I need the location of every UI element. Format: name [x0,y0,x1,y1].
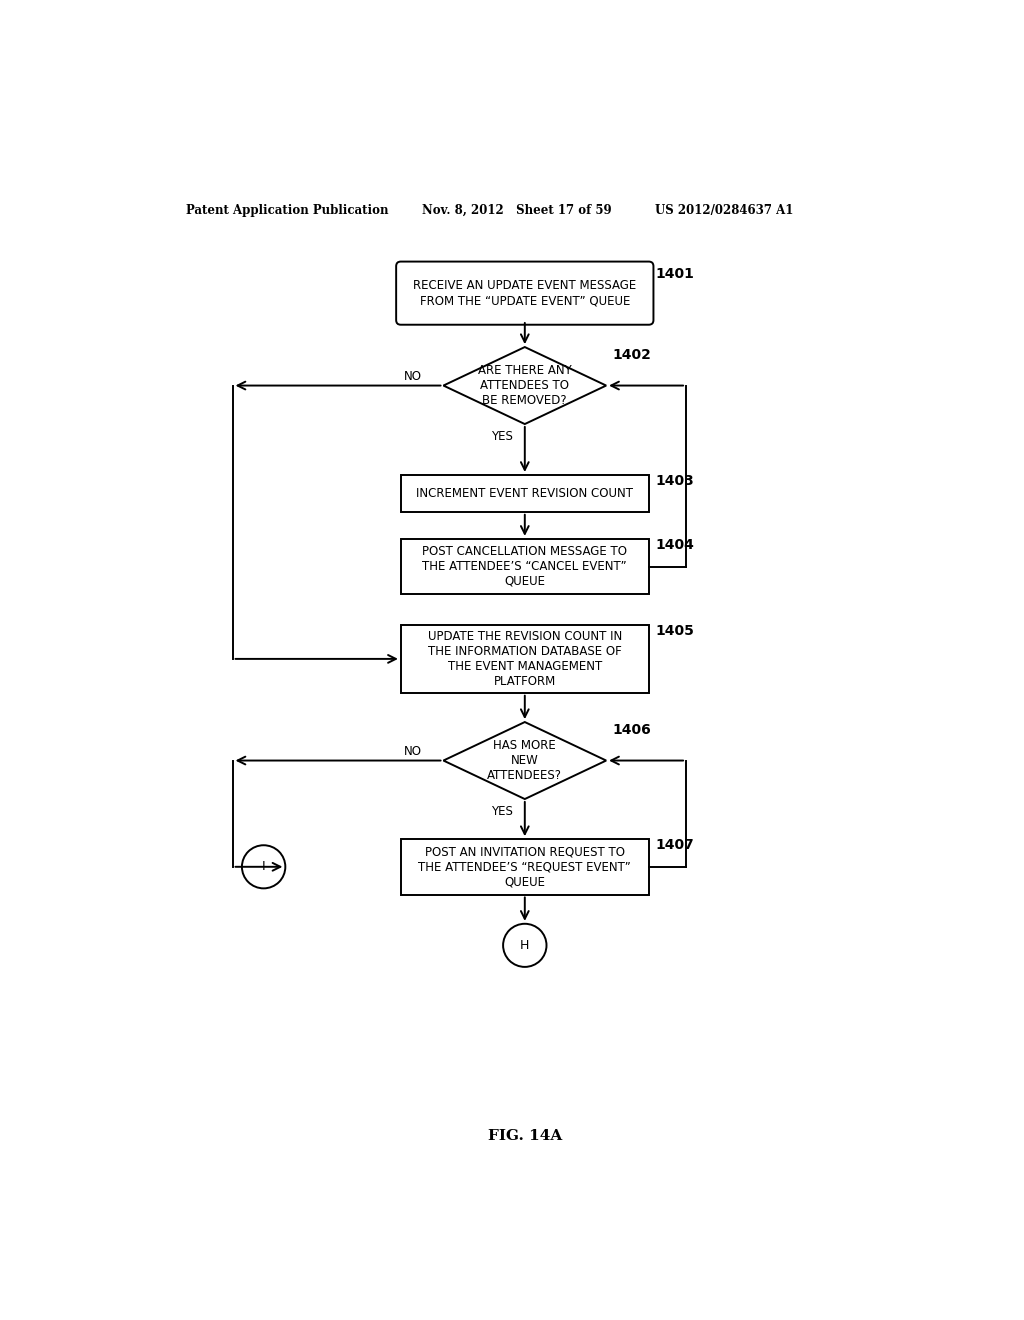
Text: ARE THERE ANY
ATTENDEES TO
BE REMOVED?: ARE THERE ANY ATTENDEES TO BE REMOVED? [478,364,571,407]
Circle shape [242,845,286,888]
Circle shape [503,924,547,968]
Bar [400,840,649,895]
Text: I: I [262,861,265,874]
Text: US 2012/0284637 A1: US 2012/0284637 A1 [655,205,794,218]
Text: HAS MORE
NEW
ATTENDEES?: HAS MORE NEW ATTENDEES? [487,739,562,781]
Text: H: H [520,939,529,952]
Text: Nov. 8, 2012   Sheet 17 of 59: Nov. 8, 2012 Sheet 17 of 59 [423,205,612,218]
Text: FIG. 14A: FIG. 14A [487,1130,562,1143]
Text: NO: NO [403,370,422,383]
Polygon shape [443,722,606,799]
Text: NO: NO [403,744,422,758]
Text: POST AN INVITATION REQUEST TO
THE ATTENDEE’S “REQUEST EVENT”
QUEUE: POST AN INVITATION REQUEST TO THE ATTEND… [419,845,631,888]
Text: 1403: 1403 [655,474,693,488]
FancyBboxPatch shape [396,261,653,325]
Text: 1402: 1402 [612,347,651,362]
Text: 1404: 1404 [655,539,694,552]
Text: 1405: 1405 [655,624,694,638]
Text: Patent Application Publication: Patent Application Publication [186,205,389,218]
Bar [400,626,649,693]
Text: RECEIVE AN UPDATE EVENT MESSAGE
FROM THE “UPDATE EVENT” QUEUE: RECEIVE AN UPDATE EVENT MESSAGE FROM THE… [413,279,637,308]
Text: 1401: 1401 [655,267,694,281]
Text: UPDATE THE REVISION COUNT IN
THE INFORMATION DATABASE OF
THE EVENT MANAGEMENT
PL: UPDATE THE REVISION COUNT IN THE INFORMA… [428,630,622,688]
Text: YES: YES [490,430,512,444]
Text: POST CANCELLATION MESSAGE TO
THE ATTENDEE’S “CANCEL EVENT”
QUEUE: POST CANCELLATION MESSAGE TO THE ATTENDE… [422,545,628,587]
Bar [400,539,649,594]
Bar [400,475,649,512]
Text: INCREMENT EVENT REVISION COUNT: INCREMENT EVENT REVISION COUNT [417,487,633,500]
Polygon shape [443,347,606,424]
Text: YES: YES [490,805,512,818]
Text: 1406: 1406 [612,723,651,737]
Text: 1407: 1407 [655,838,693,853]
